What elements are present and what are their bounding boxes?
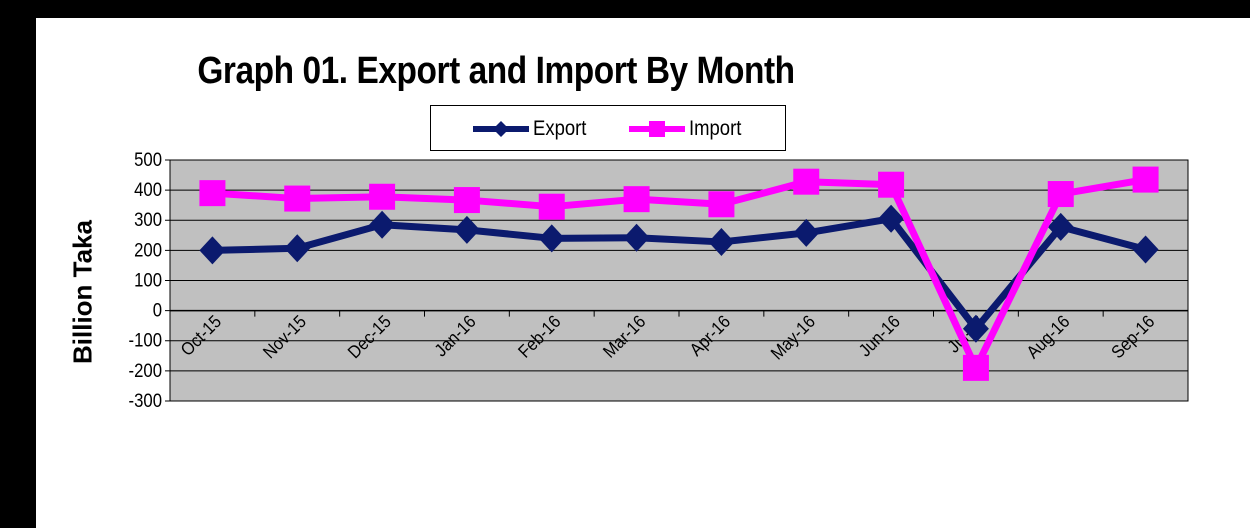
data-point-export bbox=[793, 218, 820, 247]
y-tick-label: 400 bbox=[134, 179, 162, 200]
data-point-import bbox=[199, 180, 226, 207]
data-point-export bbox=[369, 210, 396, 239]
data-point-export bbox=[962, 314, 989, 343]
data-point-export bbox=[284, 234, 311, 263]
data-point-export bbox=[199, 236, 226, 265]
data-point-import bbox=[878, 171, 905, 198]
legend-item-export: Export bbox=[471, 116, 586, 142]
data-point-export bbox=[708, 227, 735, 256]
series-line-export bbox=[212, 215, 1147, 333]
legend-label-export: Export bbox=[533, 117, 587, 140]
y-tick-label: 200 bbox=[134, 239, 162, 260]
import-legend-marker bbox=[629, 121, 685, 137]
data-point-export bbox=[1047, 212, 1074, 241]
y-tick-label: 300 bbox=[134, 209, 162, 230]
data-point-export bbox=[878, 204, 905, 233]
data-point-import bbox=[369, 183, 396, 210]
data-point-import bbox=[623, 186, 650, 213]
data-point-import bbox=[962, 354, 989, 381]
chart-title: Graph 01. Export and Import By Month bbox=[197, 50, 795, 92]
chart-legend: Export Import bbox=[430, 105, 786, 151]
data-point-export bbox=[1132, 235, 1159, 264]
data-point-import bbox=[1047, 181, 1074, 208]
series-line-import bbox=[212, 176, 1147, 372]
legend-label-import: Import bbox=[689, 117, 742, 140]
y-tick-label: -100 bbox=[129, 330, 162, 351]
data-point-import bbox=[453, 187, 480, 214]
y-tick-label: 0 bbox=[153, 300, 162, 321]
data-point-export bbox=[538, 224, 565, 253]
y-tick-label: 500 bbox=[134, 149, 162, 170]
y-tick-label: -300 bbox=[129, 390, 162, 411]
legend-item-import: Import bbox=[627, 116, 741, 142]
data-point-import bbox=[1132, 166, 1159, 193]
export-legend-marker bbox=[473, 121, 529, 137]
data-point-import bbox=[538, 193, 565, 220]
data-point-export bbox=[453, 215, 480, 244]
data-point-export bbox=[623, 223, 650, 252]
data-point-import bbox=[793, 168, 820, 195]
y-tick-label: 100 bbox=[134, 270, 162, 291]
data-point-import bbox=[284, 185, 311, 212]
y-tick-label: -200 bbox=[129, 360, 162, 381]
data-point-import bbox=[708, 191, 735, 218]
